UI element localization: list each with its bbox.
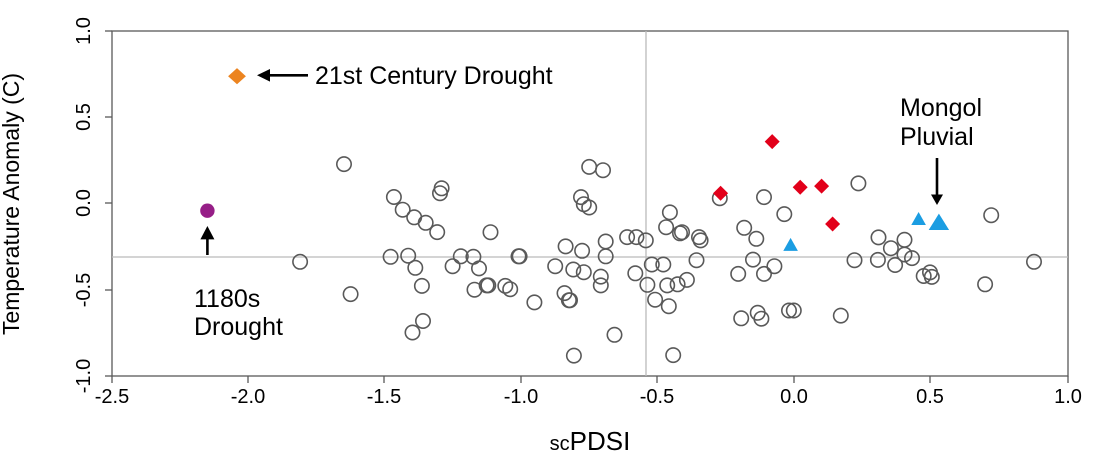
svg-text:-2.0: -2.0: [231, 386, 265, 408]
svg-text:Drought: Drought: [194, 313, 283, 341]
svg-text:-0.5: -0.5: [73, 273, 95, 307]
svg-text:0.0: 0.0: [780, 386, 808, 408]
svg-text:Mongol: Mongol: [900, 94, 982, 122]
svg-text:0.5: 0.5: [73, 103, 95, 131]
svg-text:0.5: 0.5: [916, 386, 944, 408]
svg-text:1.0: 1.0: [73, 17, 95, 45]
svg-text:-1.5: -1.5: [367, 386, 401, 408]
svg-text:-2.5: -2.5: [95, 386, 129, 408]
svg-text:0.0: 0.0: [73, 189, 95, 217]
svg-text:1180s: 1180s: [194, 285, 260, 313]
svg-text:Temperature Anomaly (C): Temperature Anomaly (C): [0, 73, 24, 335]
svg-text:-1.0: -1.0: [73, 359, 95, 393]
svg-text:-1.0: -1.0: [504, 386, 538, 408]
svg-text:21st Century Drought: 21st Century Drought: [315, 62, 553, 90]
svg-text:-0.5: -0.5: [640, 386, 674, 408]
svg-text:Pluvial: Pluvial: [900, 123, 974, 151]
svg-text:1.0: 1.0: [1054, 386, 1082, 408]
